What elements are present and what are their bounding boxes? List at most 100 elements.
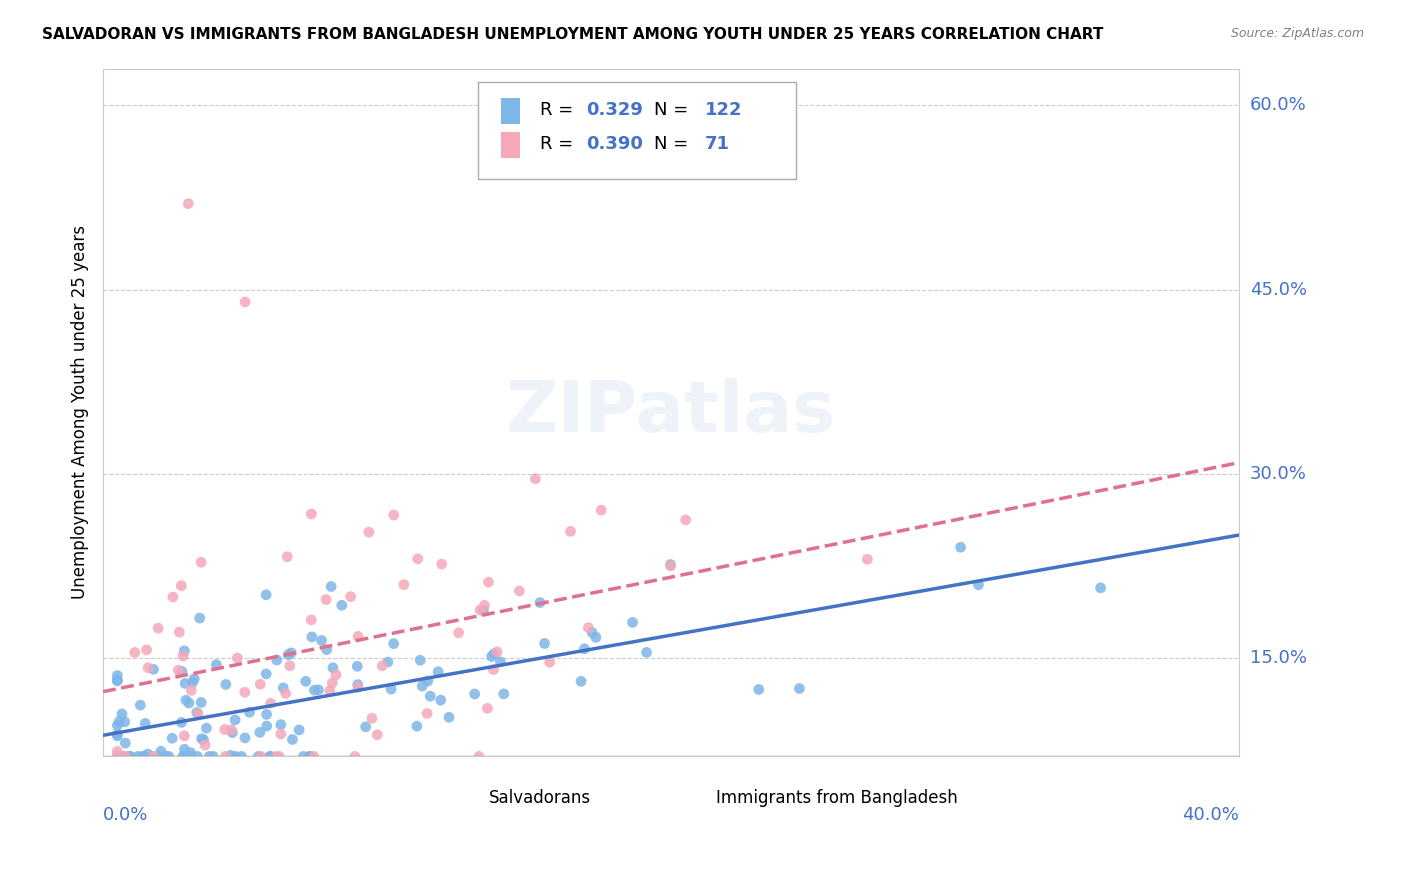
Salvadorans xyxy=(636,645,658,659)
Immigrants from Bangladesh xyxy=(482,663,505,677)
Salvadorans xyxy=(405,719,427,733)
Salvadorans xyxy=(409,653,432,667)
Salvadorans xyxy=(380,682,402,697)
Salvadorans xyxy=(186,749,208,764)
Salvadorans xyxy=(382,637,405,651)
Salvadorans xyxy=(492,687,515,701)
Salvadorans xyxy=(294,674,316,689)
Salvadorans xyxy=(581,625,603,640)
Salvadorans xyxy=(280,646,302,660)
Salvadorans xyxy=(105,673,128,688)
Immigrants from Bangladesh xyxy=(560,524,582,539)
Immigrants from Bangladesh xyxy=(371,658,394,673)
Salvadorans xyxy=(529,596,551,610)
Salvadorans xyxy=(419,690,441,704)
Salvadorans xyxy=(298,749,321,764)
Salvadorans xyxy=(107,749,129,764)
Immigrants from Bangladesh xyxy=(659,558,682,573)
Salvadorans xyxy=(155,749,177,764)
Immigrants from Bangladesh xyxy=(162,590,184,604)
Salvadorans xyxy=(105,727,128,741)
Immigrants from Bangladesh xyxy=(508,583,530,598)
Salvadorans xyxy=(118,749,141,764)
Text: SALVADORAN VS IMMIGRANTS FROM BANGLADESH UNEMPLOYMENT AMONG YOUTH UNDER 25 YEARS: SALVADORAN VS IMMIGRANTS FROM BANGLADESH… xyxy=(42,27,1104,42)
Salvadorans xyxy=(256,707,278,722)
Text: 60.0%: 60.0% xyxy=(1250,96,1306,114)
Text: 45.0%: 45.0% xyxy=(1250,281,1308,299)
Salvadorans xyxy=(219,748,242,763)
Immigrants from Bangladesh xyxy=(357,525,380,540)
Salvadorans xyxy=(247,749,270,764)
Immigrants from Bangladesh xyxy=(233,294,256,309)
Salvadorans xyxy=(304,683,326,698)
Salvadorans xyxy=(179,749,201,764)
Immigrants from Bangladesh xyxy=(170,579,193,593)
Salvadorans xyxy=(183,672,205,686)
Salvadorans xyxy=(114,714,136,729)
Salvadorans xyxy=(186,706,208,720)
Salvadorans xyxy=(301,630,323,644)
Immigrants from Bangladesh xyxy=(856,552,879,566)
Immigrants from Bangladesh xyxy=(221,723,243,737)
Immigrants from Bangladesh xyxy=(576,621,599,635)
Salvadorans xyxy=(621,615,644,630)
Salvadorans xyxy=(160,731,183,746)
Text: Source: ZipAtlas.com: Source: ZipAtlas.com xyxy=(1230,27,1364,40)
Immigrants from Bangladesh xyxy=(172,648,194,663)
Immigrants from Bangladesh xyxy=(278,658,301,673)
Immigrants from Bangladesh xyxy=(406,551,429,566)
Salvadorans xyxy=(254,588,277,602)
FancyBboxPatch shape xyxy=(671,788,699,808)
Salvadorans xyxy=(311,633,333,648)
Salvadorans xyxy=(179,746,201,760)
Immigrants from Bangladesh xyxy=(250,749,273,764)
Text: 40.0%: 40.0% xyxy=(1182,805,1239,823)
Salvadorans xyxy=(277,648,299,662)
FancyBboxPatch shape xyxy=(478,82,796,178)
Salvadorans xyxy=(281,732,304,747)
Salvadorans xyxy=(437,710,460,724)
Salvadorans xyxy=(190,731,212,746)
Immigrants from Bangladesh xyxy=(468,749,491,764)
Salvadorans xyxy=(233,731,256,745)
Immigrants from Bangladesh xyxy=(180,683,202,698)
Salvadorans xyxy=(114,736,136,750)
Immigrants from Bangladesh xyxy=(299,613,322,627)
Immigrants from Bangladesh xyxy=(430,557,453,571)
Salvadorans xyxy=(377,655,399,669)
Immigrants from Bangladesh xyxy=(135,643,157,657)
Immigrants from Bangladesh xyxy=(299,507,322,521)
Salvadorans xyxy=(1090,581,1112,595)
Salvadorans xyxy=(224,713,246,727)
Text: Immigrants from Bangladesh: Immigrants from Bangladesh xyxy=(716,789,957,806)
Immigrants from Bangladesh xyxy=(315,592,337,607)
Salvadorans xyxy=(354,720,377,734)
Immigrants from Bangladesh xyxy=(477,575,499,590)
Salvadorans xyxy=(174,693,197,707)
Immigrants from Bangladesh xyxy=(470,603,492,617)
Immigrants from Bangladesh xyxy=(194,738,217,752)
Immigrants from Bangladesh xyxy=(302,749,325,764)
Salvadorans xyxy=(271,681,294,695)
Salvadorans xyxy=(195,721,218,735)
Immigrants from Bangladesh xyxy=(169,625,191,640)
Salvadorans xyxy=(193,732,215,747)
Immigrants from Bangladesh xyxy=(477,701,499,715)
Salvadorans xyxy=(789,681,811,696)
Salvadorans xyxy=(173,742,195,756)
Salvadorans xyxy=(172,749,194,764)
Salvadorans xyxy=(659,558,682,572)
Salvadorans xyxy=(202,749,225,764)
Text: 71: 71 xyxy=(704,136,730,153)
Salvadorans xyxy=(315,642,337,657)
Salvadorans xyxy=(330,599,353,613)
Immigrants from Bangladesh xyxy=(105,749,128,764)
Immigrants from Bangladesh xyxy=(321,675,343,690)
Y-axis label: Unemployment Among Youth under 25 years: Unemployment Among Youth under 25 years xyxy=(72,226,89,599)
Salvadorans xyxy=(173,644,195,658)
Salvadorans xyxy=(748,682,770,697)
Salvadorans xyxy=(111,706,134,721)
Salvadorans xyxy=(132,749,155,764)
Immigrants from Bangladesh xyxy=(105,744,128,758)
Text: R =: R = xyxy=(540,101,579,119)
